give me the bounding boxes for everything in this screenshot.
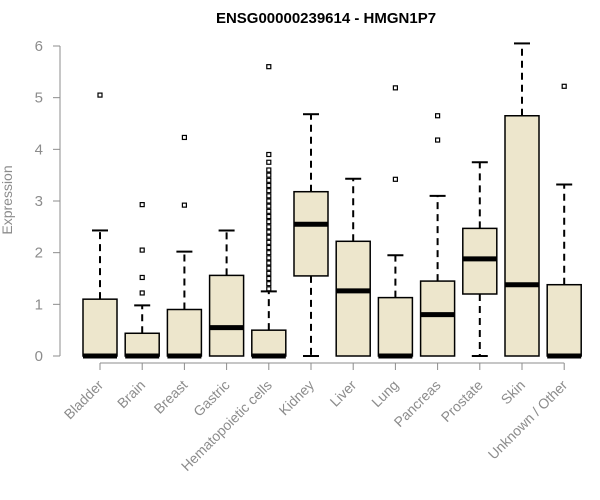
box-iqr <box>377 296 414 357</box>
outlier-point <box>266 281 272 287</box>
outlier-point <box>266 255 272 261</box>
x-tick-label: Bladder <box>61 377 107 423</box>
outlier-point <box>266 239 272 245</box>
box-breast <box>166 134 203 359</box>
box-bladder <box>82 92 118 359</box>
box-hematopoietic-cells <box>251 64 287 359</box>
outlier-point <box>266 193 272 199</box>
outlier-point <box>266 151 272 158</box>
box-iqr <box>251 329 287 357</box>
outlier-point <box>435 113 441 119</box>
outlier-point <box>266 182 272 189</box>
outlier-point <box>266 250 272 256</box>
box-iqr <box>293 190 329 277</box>
outlier-point <box>266 229 272 235</box>
outlier-point <box>392 85 398 91</box>
outlier-point <box>266 213 272 220</box>
outlier-point <box>266 198 272 204</box>
x-tick-label: Pancreas <box>391 377 444 430</box>
box-liver <box>335 177 371 357</box>
x-tick-label: Liver <box>327 377 360 410</box>
outlier-point <box>266 244 272 251</box>
box-lung <box>377 85 414 359</box>
outlier-point <box>266 208 272 214</box>
y-tick-label: 6 <box>35 38 43 55</box>
box-iqr <box>124 332 160 357</box>
outlier-point <box>266 203 272 209</box>
x-tick-label: Brain <box>114 377 148 411</box>
box-prostate <box>462 161 498 357</box>
outlier-point <box>181 202 187 208</box>
outlier-point <box>139 290 145 296</box>
x-tick-label: Kidney <box>276 377 318 419</box>
outlier-point <box>392 176 398 182</box>
y-tick-label: 5 <box>35 90 43 107</box>
outlier-point <box>266 64 272 70</box>
y-tick-label: 0 <box>35 348 43 365</box>
outlier-point <box>435 137 441 143</box>
outlier-point <box>266 167 272 173</box>
box-gastric <box>208 229 245 357</box>
outlier-point <box>561 83 567 89</box>
x-tick-label: Prostate <box>438 377 486 425</box>
outlier-point <box>97 92 103 98</box>
box-iqr <box>504 115 540 357</box>
y-tick-label: 1 <box>35 296 43 313</box>
outlier-point <box>266 188 272 194</box>
box-skin <box>504 42 540 357</box>
box-iqr <box>546 283 582 357</box>
outlier-point <box>266 224 272 230</box>
outlier-point <box>266 275 272 282</box>
box-iqr <box>166 308 203 357</box>
outlier-point <box>266 159 272 165</box>
y-tick-label: 3 <box>35 193 43 210</box>
y-axis-label: Expression <box>0 165 15 234</box>
outlier-point <box>266 286 272 292</box>
outlier-point <box>266 265 272 271</box>
box-unknown-other <box>546 83 582 359</box>
box-iqr <box>419 280 456 357</box>
chart-title: ENSG00000239614 - HMGN1P7 <box>216 10 436 27</box>
box-iqr <box>335 240 371 357</box>
x-tick-label: Unknown / Other <box>485 377 571 463</box>
x-tick-label: Lung <box>368 377 401 410</box>
x-tick-label: Breast <box>151 377 191 417</box>
box-series <box>82 42 582 359</box>
outlier-point <box>139 274 145 281</box>
box-iqr <box>208 274 245 357</box>
outlier-point <box>266 260 272 266</box>
outlier-point <box>139 202 145 208</box>
outlier-point <box>139 247 145 253</box>
x-tick-label: Skin <box>498 377 529 408</box>
box-kidney <box>293 113 329 357</box>
y-tick-label: 4 <box>35 141 43 158</box>
outlier-point <box>181 134 187 141</box>
outlier-point <box>266 219 272 225</box>
y-axis: 0 1 2 3 4 5 6 <box>35 38 61 365</box>
outlier-point <box>266 177 272 183</box>
box-pancreas <box>419 113 456 357</box>
y-tick-label: 2 <box>35 245 43 262</box>
outlier-point <box>266 172 272 178</box>
box-iqr <box>82 298 118 357</box>
outlier-point <box>266 234 272 240</box>
box-brain <box>124 202 160 359</box>
outlier-point <box>266 270 272 276</box>
